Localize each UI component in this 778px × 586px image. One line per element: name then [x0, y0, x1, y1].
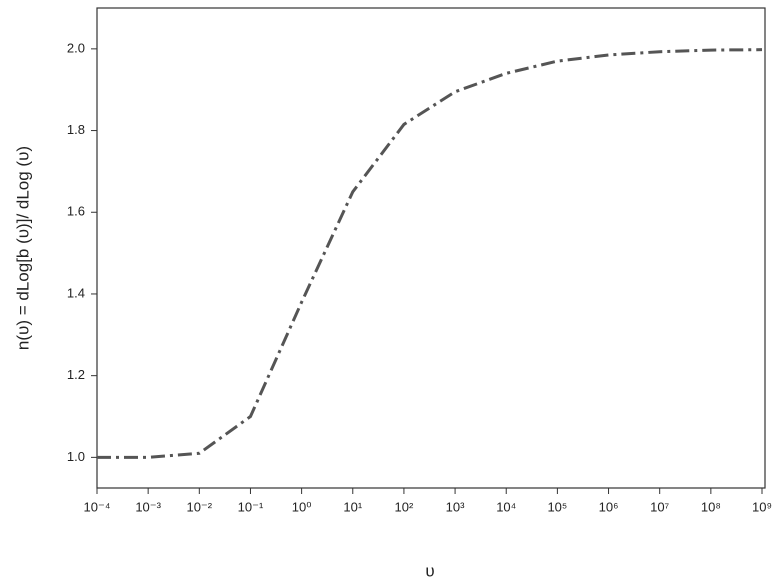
- y-tick-label: 1.8: [67, 122, 85, 137]
- y-axis-title: n(υ) = dLog[b (υ)]/ dLog (υ): [13, 146, 32, 350]
- x-tick-label: 10²: [395, 499, 414, 514]
- x-tick-label: 10⁻²: [186, 499, 212, 514]
- x-tick-label: 10³: [446, 499, 465, 514]
- x-tick-label: 10¹: [343, 499, 362, 514]
- x-tick-label: 10⁹: [752, 499, 772, 514]
- x-tick-label: 10⁶: [599, 499, 619, 514]
- x-tick-label: 10⁷: [650, 499, 669, 514]
- y-tick-label: 1.0: [67, 449, 85, 464]
- y-tick-label: 1.4: [67, 285, 85, 300]
- chart: υ n(υ) = dLog[b (υ)]/ dLog (υ) 1.0 1.2 1.4…: [0, 0, 778, 586]
- x-tick-label: 10⁸: [701, 499, 721, 514]
- y-tick-label: 2.0: [67, 40, 85, 55]
- x-tick-label: 10⁻¹: [238, 499, 264, 514]
- x-tick-label: 10⁻³: [135, 499, 161, 514]
- x-tick-label: 10⁴: [496, 499, 516, 514]
- y-tick-label: 1.6: [67, 204, 85, 219]
- x-axis-title: υ: [425, 561, 434, 580]
- x-tick-label: 10⁵: [547, 499, 567, 514]
- x-tick-label: 10⁻⁴: [84, 499, 111, 514]
- data-line: [97, 50, 762, 458]
- plot-frame: [97, 8, 765, 488]
- y-tick-label: 1.2: [67, 367, 85, 382]
- x-tick-label: 10⁰: [292, 499, 312, 514]
